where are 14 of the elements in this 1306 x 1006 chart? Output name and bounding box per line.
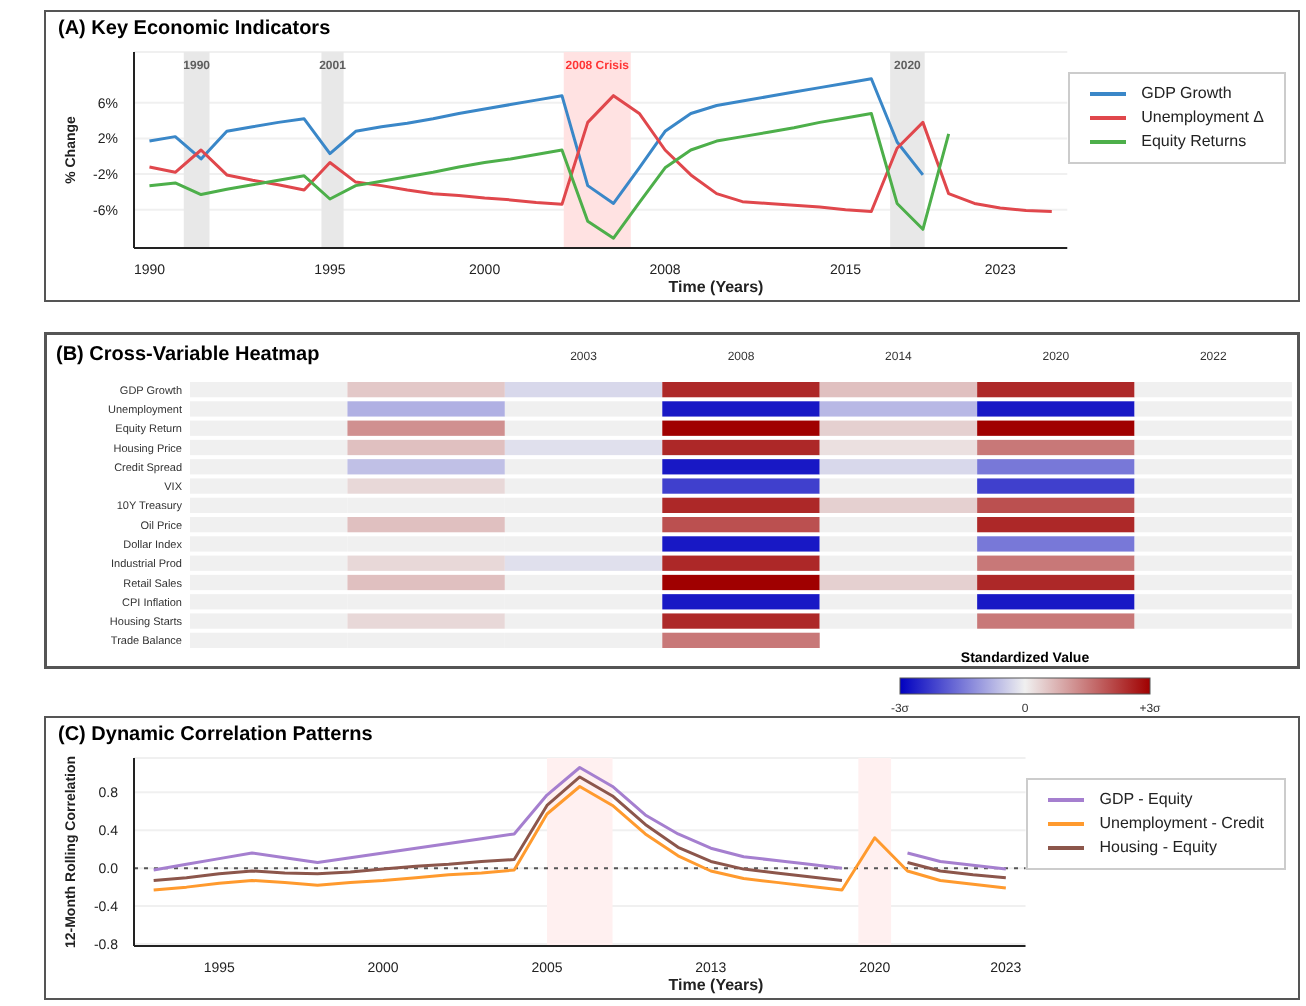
line-series bbox=[147, 111, 951, 240]
legend-label: Unemployment Δ bbox=[1141, 106, 1264, 130]
legend-label: GDP - Equity bbox=[1099, 788, 1193, 812]
legend-label: Unemployment - Credit bbox=[1099, 812, 1264, 836]
chart-title: (C) Dynamic Correlation Patterns bbox=[58, 724, 373, 746]
line-series bbox=[147, 94, 1054, 213]
x-axis-title: Time (Years) bbox=[668, 976, 764, 994]
x-axis-title: Time (Years) bbox=[668, 278, 764, 296]
chart-title: (A) Key Economic Indicators bbox=[58, 18, 331, 40]
legend-label: Equity Returns bbox=[1141, 130, 1247, 154]
line-series bbox=[147, 77, 925, 205]
chart-title: (B) Cross-Variable Heatmap bbox=[56, 344, 320, 366]
legend-label: Housing - Equity bbox=[1099, 836, 1217, 860]
legend-label: GDP Growth bbox=[1141, 82, 1232, 106]
